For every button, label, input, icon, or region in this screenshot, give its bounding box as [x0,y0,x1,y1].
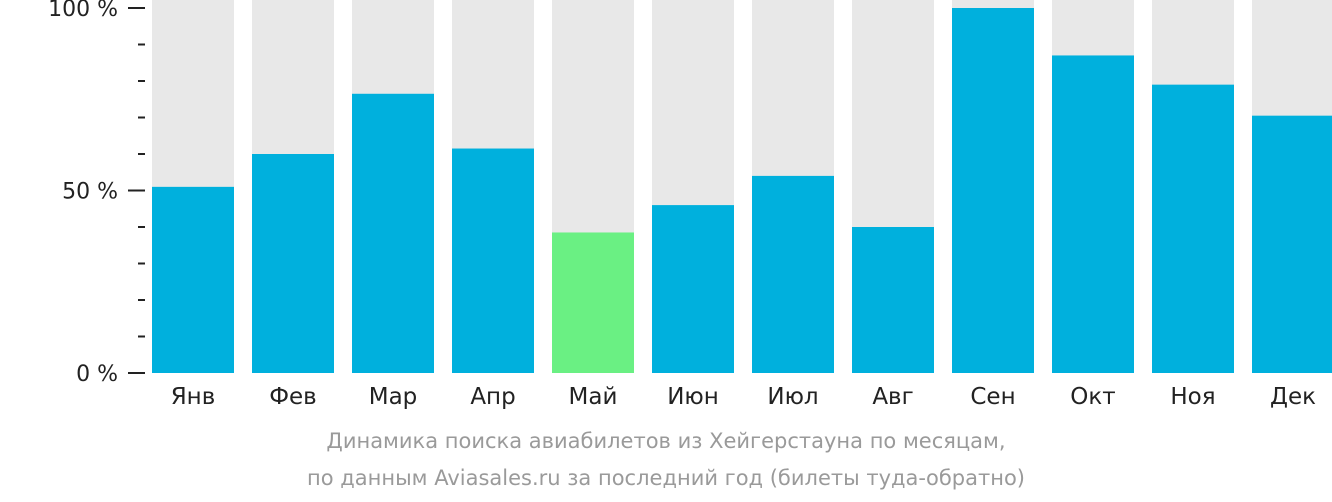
bar-4 [452,148,534,373]
x-tick-label: Сен [970,384,1015,410]
x-tick-label: Июн [667,384,719,410]
x-tick-label: Мар [369,384,418,410]
bar-10 [1052,55,1134,373]
x-tick-label: Янв [171,384,216,410]
bar-11 [1152,84,1234,374]
x-tick-label: Авг [872,384,913,410]
bar-12 [1252,115,1332,374]
x-tick-label: Окт [1070,384,1115,410]
bar-6 [652,205,734,373]
bar-2 [252,154,334,373]
chart-caption-line-1: Динамика поиска авиабилетов из Хейгерста… [326,429,1006,453]
x-tick-label: Апр [470,384,515,410]
y-tick-label: 0 % [76,362,118,387]
bar-1 [152,186,234,373]
y-tick-label: 100 % [48,0,118,22]
bar-9 [952,8,1034,373]
y-tick-label: 50 % [62,180,118,205]
bar-7 [752,175,834,373]
x-tick-label: Июл [767,384,818,410]
bar-8 [852,227,934,373]
bar-5 [552,232,634,373]
bar-3 [352,93,434,374]
x-tick-label: Май [569,384,618,410]
x-tick-label: Дек [1270,384,1316,410]
x-tick-label: Фев [269,384,317,410]
x-tick-label: Ноя [1170,384,1215,410]
chart-caption-line-2: по данным Aviasales.ru за последний год … [307,466,1025,490]
